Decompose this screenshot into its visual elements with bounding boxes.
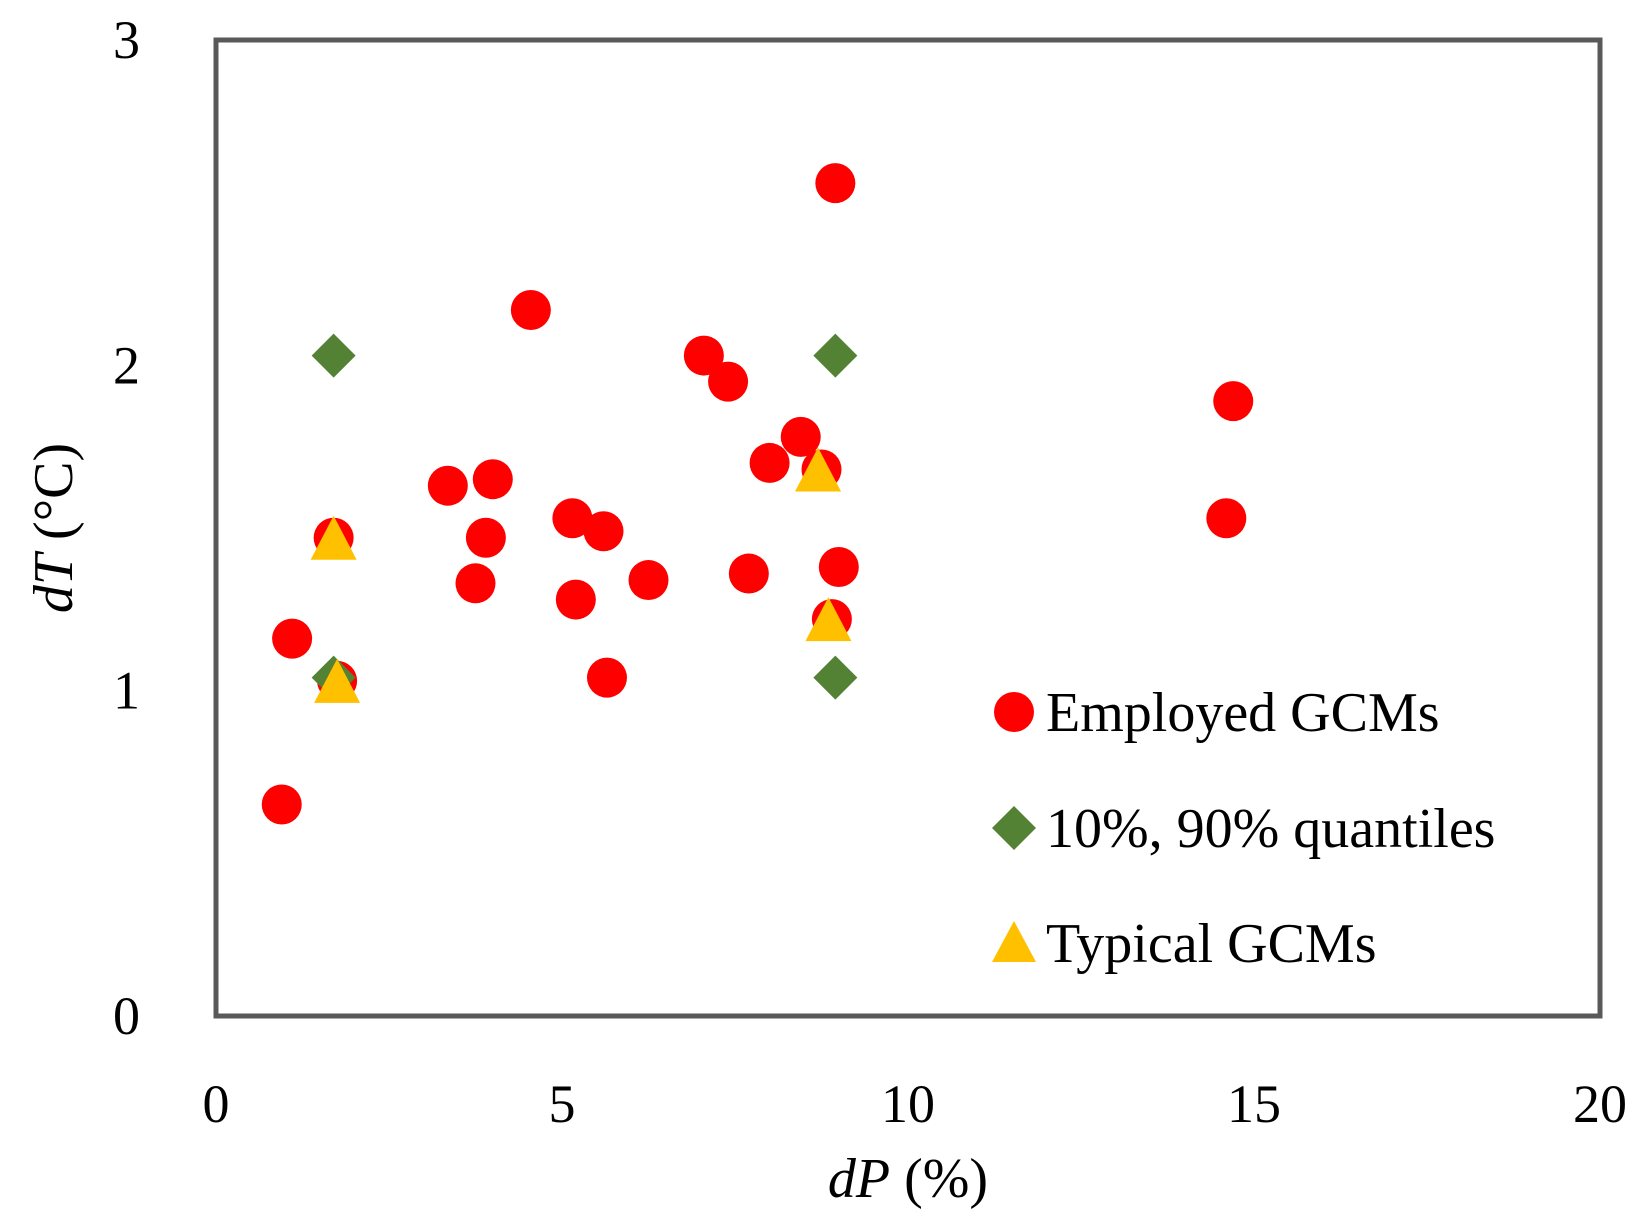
employed-gcm-point <box>815 163 856 204</box>
employed-gcm-point <box>472 459 513 500</box>
legend-label-typical: Typical GCMs <box>1046 913 1377 975</box>
employed-gcm-point <box>708 361 749 402</box>
employed-gcm-point <box>1213 381 1254 422</box>
employed-gcm-point <box>510 290 551 331</box>
employed-gcm-point <box>728 553 769 594</box>
employed-gcm-point <box>272 618 313 659</box>
x-tick-label: 10 <box>881 1074 935 1134</box>
quantile-point <box>813 333 858 378</box>
employed-gcm-point <box>628 560 669 601</box>
typical-gcm-point <box>805 597 852 642</box>
x-tick-labels: 0 5 10 15 20 <box>203 1074 1628 1134</box>
employed-gcm-point <box>583 511 624 552</box>
employed-gcm-point <box>683 335 724 376</box>
legend-item-quantiles: 10%, 90% quantiles <box>992 798 1495 860</box>
y-tick-label: 0 <box>113 986 140 1046</box>
y-axis-unit: (°C) <box>23 443 85 554</box>
employed-gcm-point <box>749 442 790 483</box>
quantile-point <box>813 655 858 700</box>
legend-circle-marker <box>994 692 1034 732</box>
employed-gcm-point <box>555 579 596 620</box>
legend-diamond-marker <box>992 806 1036 850</box>
y-tick-labels: 0 1 2 3 <box>113 10 140 1046</box>
x-axis-title: dP (%) <box>828 1148 988 1210</box>
legend-triangle-marker <box>992 921 1036 962</box>
y-axis-variable: dT <box>23 550 85 613</box>
employed-gcm-point <box>1206 498 1247 539</box>
employed-gcm-point <box>818 547 859 588</box>
legend-item-employed: Employed GCMs <box>994 682 1440 744</box>
y-tick-label: 1 <box>113 661 140 721</box>
y-tick-label: 3 <box>113 10 140 70</box>
x-tick-label: 15 <box>1227 1074 1281 1134</box>
employed-gcm-point <box>780 416 821 457</box>
x-tick-label: 20 <box>1573 1074 1627 1134</box>
x-axis-variable: dP <box>828 1148 890 1210</box>
typical-gcm-point <box>795 447 842 492</box>
x-tick-label: 5 <box>549 1074 576 1134</box>
employed-gcm-point <box>261 784 302 825</box>
x-axis-unit: (%) <box>890 1148 988 1210</box>
employed-gcm-point <box>586 657 627 698</box>
x-tick-label: 0 <box>203 1074 230 1134</box>
y-tick-label: 2 <box>113 335 140 395</box>
typical-gcm-point <box>310 515 357 560</box>
plot-frame <box>213 37 1603 1019</box>
legend: Employed GCMs 10%, 90% quantiles Typical… <box>992 682 1495 975</box>
legend-label-quantiles: 10%, 90% quantiles <box>1046 798 1495 860</box>
y-axis-title: dT (°C) <box>23 443 85 613</box>
legend-item-typical: Typical GCMs <box>992 913 1377 975</box>
employed-gcm-point <box>455 563 496 604</box>
legend-label-employed: Employed GCMs <box>1046 682 1440 744</box>
quantile-point <box>311 333 356 378</box>
employed-gcm-point <box>552 498 593 539</box>
employed-gcm-point <box>465 517 506 558</box>
employed-gcm-point <box>427 465 468 506</box>
typical-gcm-point <box>314 658 361 703</box>
data-markers <box>261 163 1254 825</box>
